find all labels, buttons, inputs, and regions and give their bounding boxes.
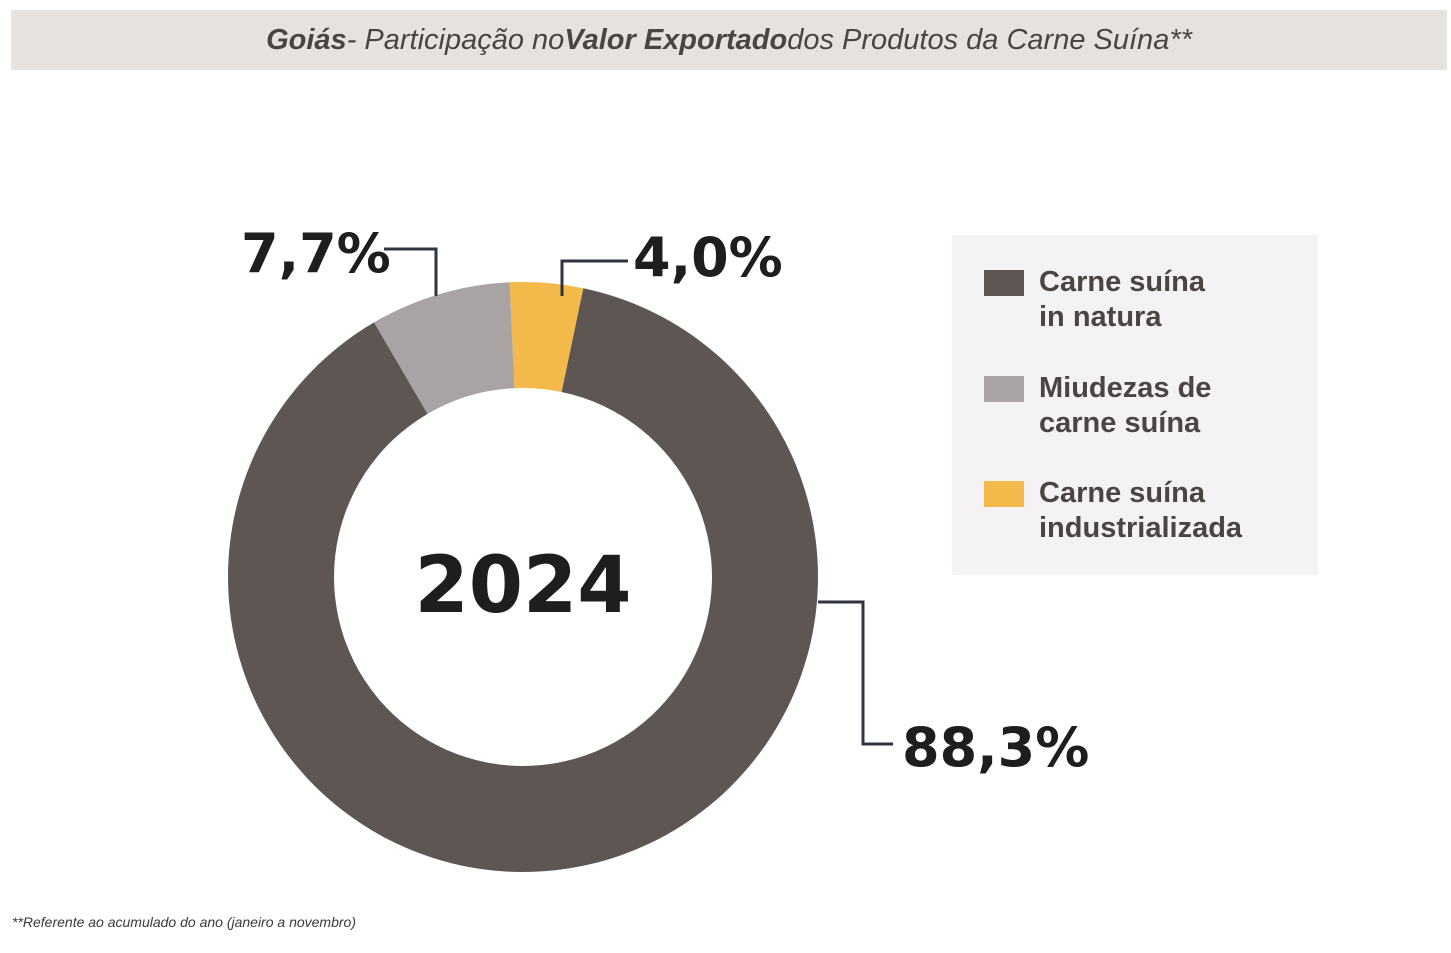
legend-label: Miudezas de carne suína — [1039, 372, 1212, 439]
value-label-miudezas: 7,7% — [241, 222, 391, 285]
leader-line-miudezas — [384, 247, 438, 296]
legend-swatch — [984, 481, 1024, 507]
value-labels: 7,7% 4,0% 88,3% — [241, 222, 1089, 779]
legend-item-miudezas: Miudezas de carne suína — [984, 371, 1309, 441]
legend-swatch — [984, 270, 1024, 296]
leader-line-in-natura — [818, 600, 893, 746]
leader-line-industrializada — [560, 259, 628, 296]
title-text-1: - Participação no — [346, 23, 565, 56]
legend-label: Carne suína industrializada — [1039, 477, 1243, 544]
footnote: **Referente ao acumulado do ano (janeiro… — [12, 914, 356, 930]
legend-swatch — [984, 376, 1024, 402]
legend-item-in-natura: Carne suína in natura — [984, 265, 1309, 335]
title-metric: Valor Exportado — [564, 23, 788, 56]
value-label-industrializada: 4,0% — [633, 226, 783, 289]
legend: Carne suína in natura Miudezas de carne … — [952, 235, 1318, 575]
legend-item-industrializada: Carne suína industrializada — [984, 476, 1309, 546]
title-text-2: dos Produtos da Carne Suína** — [787, 23, 1192, 56]
slice-industrializada — [509, 282, 584, 392]
leader-lines — [384, 247, 893, 746]
slice-miudezas — [374, 282, 515, 414]
chart-title: Goiás - Participação no Valor Exportado … — [11, 10, 1447, 70]
slice-in-natura — [227, 288, 818, 872]
title-region: Goiás — [266, 23, 347, 56]
legend-label: Carne suína in natura — [1039, 266, 1205, 333]
donut-slices — [227, 282, 818, 872]
value-label-in-natura: 88,3% — [902, 716, 1089, 779]
center-year-label: 2024 — [414, 541, 631, 631]
